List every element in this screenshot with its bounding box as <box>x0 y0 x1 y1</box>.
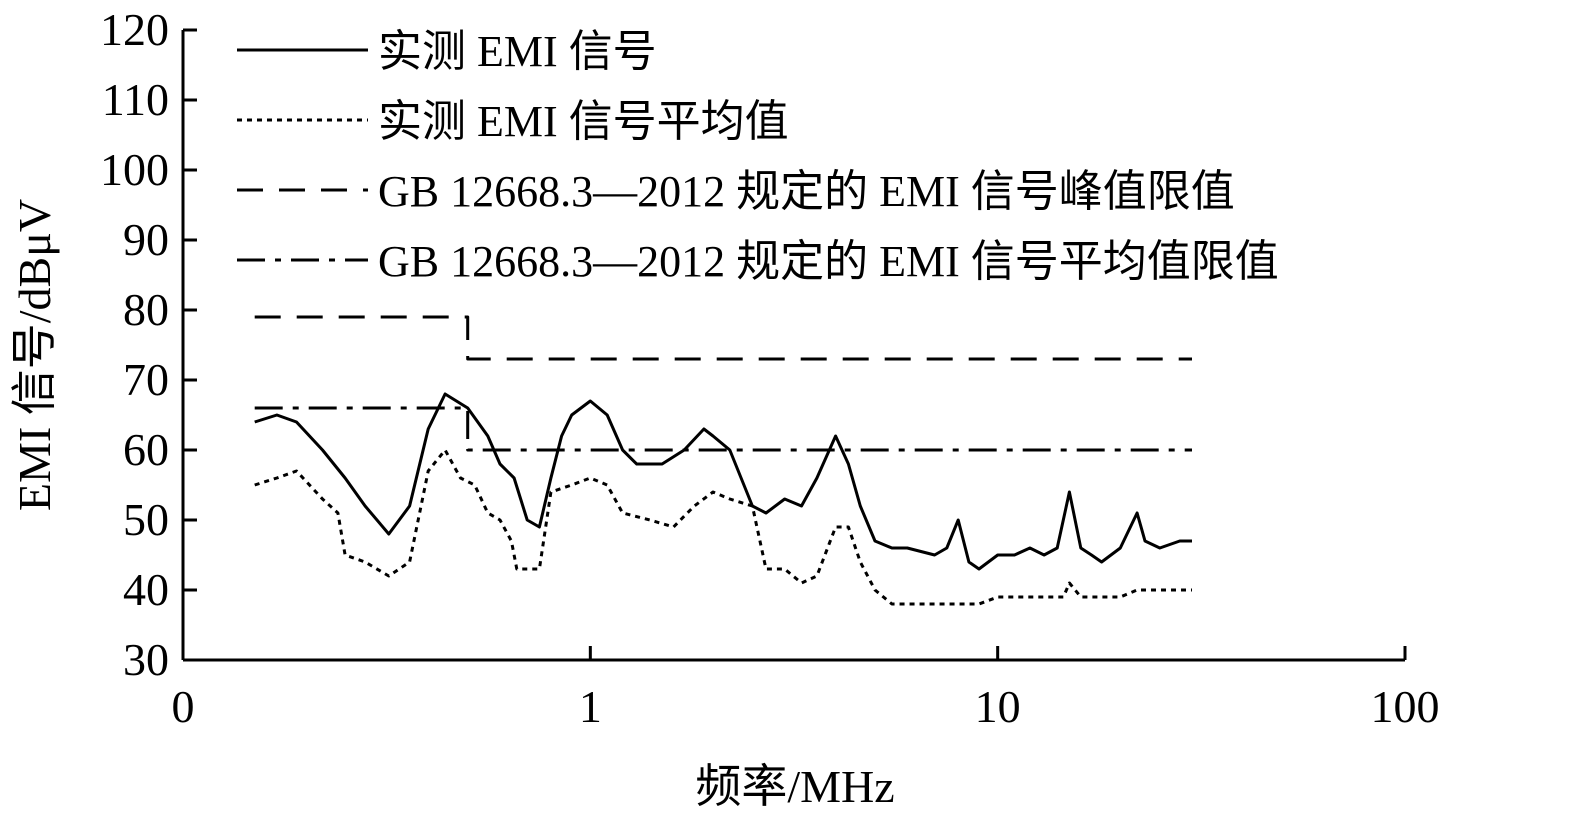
y-tick-label: 110 <box>102 74 169 125</box>
x-tick-label: 1 <box>579 681 602 732</box>
y-axis-title: EMI 信号/dBμV <box>9 199 60 511</box>
y-tick-label: 40 <box>123 564 169 615</box>
legend-label-2: 实测 EMI 信号平均值 <box>378 97 789 146</box>
y-tick-label: 80 <box>123 284 169 335</box>
x-tick-label: 10 <box>975 681 1021 732</box>
x-tick-label: 0 <box>172 681 195 732</box>
series-line-3 <box>254 315 1192 361</box>
legend-label-4: GB 12668.3—2012 规定的 EMI 信号平均值限值 <box>378 237 1279 286</box>
y-tick-label: 50 <box>123 494 169 545</box>
y-tick-label: 60 <box>123 424 169 475</box>
legend-label-3: GB 12668.3—2012 规定的 EMI 信号峰值限值 <box>378 167 1235 216</box>
series-line-2 <box>254 448 1192 606</box>
y-tick-label: 100 <box>100 144 169 195</box>
series-layer <box>254 315 1192 606</box>
y-tick-label: 30 <box>123 634 169 685</box>
axes <box>181 30 1405 662</box>
x-axis-title: 频率/MHz <box>695 761 894 812</box>
y-tick-label: 120 <box>100 4 169 55</box>
series-line-1 <box>254 392 1192 571</box>
y-tick-label: 90 <box>123 214 169 265</box>
y-tick-label: 70 <box>123 354 169 405</box>
x-tick-label: 100 <box>1371 681 1440 732</box>
legend-label-1: 实测 EMI 信号 <box>378 27 657 76</box>
series-line-4 <box>254 406 1192 452</box>
